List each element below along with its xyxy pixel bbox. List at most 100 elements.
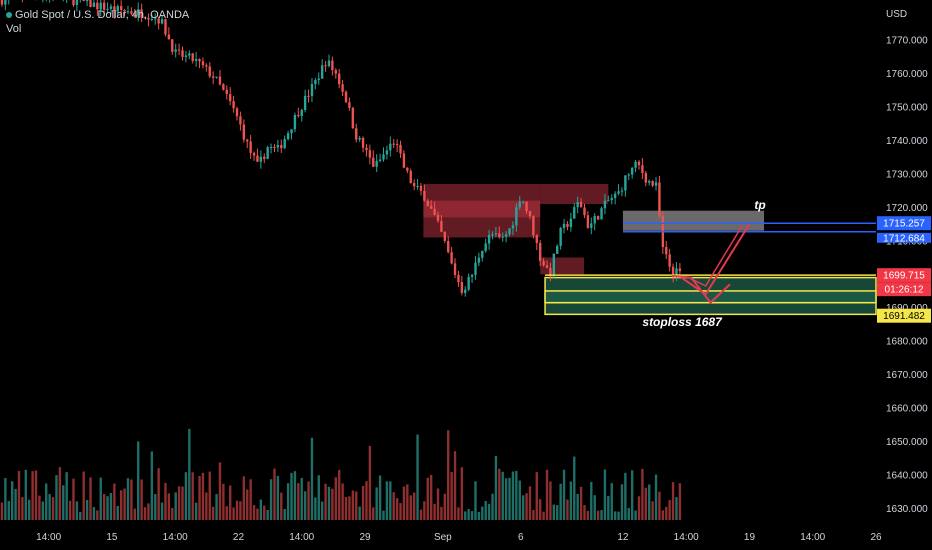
volume-bar-176 [600,510,603,520]
volume-bar-162 [552,504,556,520]
volume-bar-112 [382,510,385,520]
candle-body-61 [208,66,211,77]
volume-bar-52 [177,486,181,520]
volume-bar-174 [593,495,596,520]
volume-bar-134 [457,507,460,520]
arrow-head [671,274,731,305]
candle-body-157 [535,235,538,243]
volume-bar-65 [222,483,225,520]
candle-body-99 [338,73,341,85]
candle-body-106 [361,137,365,148]
candle-body-142 [484,243,487,251]
candle-body-69 [235,108,239,117]
volume-bar-189 [644,487,647,520]
candle-body-41 [140,9,143,18]
volume-bar-75 [256,508,259,520]
volume-bar-71 [242,476,246,520]
volume-bar-33 [113,483,116,520]
volume-bar-53 [181,486,184,520]
volume-bar-64 [218,462,222,520]
volume-bar-194 [661,510,665,520]
volume-bar-69 [235,500,239,520]
volume-bar-149 [508,477,511,520]
volume-bar-89 [303,491,307,520]
candle-body-170 [579,201,583,208]
candle-body-174 [593,216,596,224]
volume-bar-178 [607,495,610,520]
volume-bar-85 [290,472,293,520]
candle-body-109 [372,157,375,167]
time-tick-3: 22 [233,532,245,543]
time-tick-12: 26 [870,532,882,543]
price-tick-6: 1690.000 [886,303,928,314]
zone-tp-4 [622,210,765,231]
candle-body-89 [303,95,307,111]
candle-body-87 [297,115,300,117]
candle-body-148 [504,234,508,237]
candle-body-129 [440,220,443,232]
time-tick-5: 29 [359,532,371,543]
volume-bar-30 [102,494,106,520]
candle-body-110 [375,160,378,167]
candle-body-75 [256,155,259,162]
candle-body-65 [222,84,225,90]
candle-body-175 [596,216,600,220]
candle-body-149 [508,228,511,235]
candle-body-62 [211,76,215,78]
time-axis[interactable]: 14:00 15 14:00 22 14:00 29 Sep 6 12 14:00 19 14:00 2… [36,532,882,543]
volume-bar-139 [474,481,477,520]
candle-body-47 [160,19,164,24]
volume-bar-173 [590,481,593,520]
volume-bar-197 [671,482,675,520]
volume-bar-137 [467,508,470,520]
candle-body-197 [671,266,675,276]
candle-body-169 [576,201,579,208]
symbol-title[interactable]: Gold Spot / U.S. Dollar, 4h, OANDA [6,8,189,22]
time-tick-6: Sep [434,532,452,543]
candle-body-81 [276,145,280,148]
volume-bar-102 [348,496,351,520]
volume-bar-126 [429,474,433,520]
candle-body-43 [147,17,150,20]
candle-body-192 [654,182,658,186]
candle-body-180 [613,193,617,199]
chart-legend: Gold Spot / U.S. Dollar, 4h, OANDA Vol [6,8,189,36]
volume-bar-74 [252,505,256,520]
volume-bar-28 [96,510,99,520]
candle-body-166 [566,223,569,227]
candle-body-56 [191,53,194,61]
volume-bar-97 [331,488,334,520]
volume-bar-92 [314,497,317,520]
candle-body-144 [491,234,494,236]
candle-body-162 [552,253,556,277]
volume-bar-35 [119,490,123,520]
candle-body-158 [539,242,542,261]
candle-body-116 [395,143,399,145]
candle-body-67 [229,94,232,102]
volume-bar-82 [280,492,283,520]
volume-bar-192 [654,474,658,520]
volume-bar-155 [528,486,532,520]
candle-body-103 [351,107,355,129]
candle-body-88 [300,110,303,117]
volume-bar-43 [147,503,150,520]
candle-body-101 [344,91,348,103]
candle-body-111 [378,159,382,161]
candle-body-117 [399,144,402,154]
candle-body-53 [181,50,184,57]
candle-body-107 [365,147,368,151]
volume-bar-95 [324,483,327,520]
volume-bar-78 [266,510,269,520]
candle-body-167 [569,218,573,227]
stoploss-annotation: stoploss 1687 [642,315,723,329]
volume-bar-113 [385,481,389,520]
volume-bar-125 [426,477,429,520]
candle-body-156 [532,216,535,236]
volume-legend[interactable]: Vol [6,23,22,35]
volume-bar-172 [586,510,590,520]
volume-bar-133 [453,451,457,520]
volume-bar-13 [45,483,48,520]
candle-body-78 [266,147,269,159]
volume-bar-48 [164,482,167,520]
